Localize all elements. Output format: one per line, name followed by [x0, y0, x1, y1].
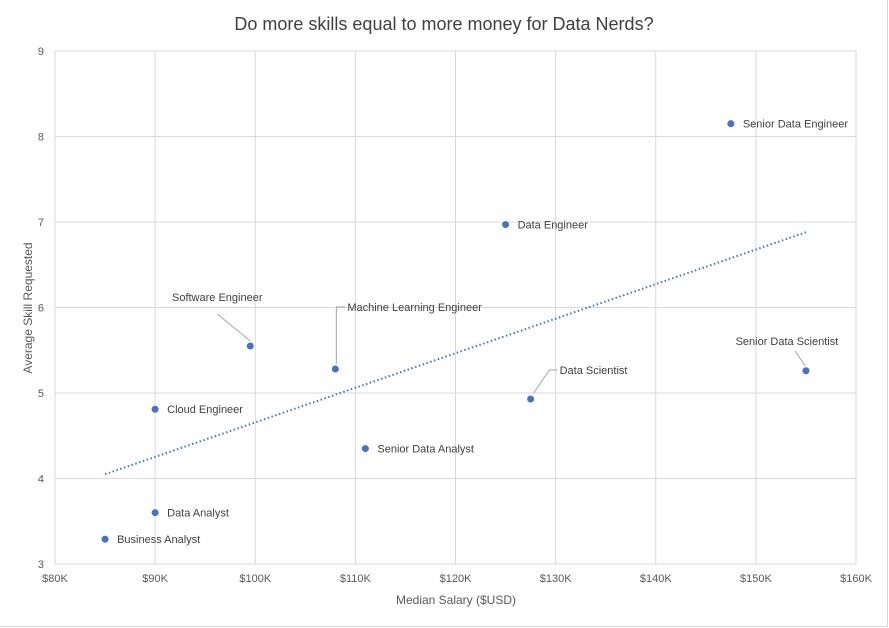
data-points	[101, 120, 810, 543]
data-label: Senior Data Analyst	[377, 444, 474, 456]
data-label: Senior Data Scientist	[736, 336, 839, 348]
leader-line	[335, 306, 346, 365]
x-tick-label: $110K	[340, 573, 372, 585]
x-tick-label: $150K	[740, 573, 772, 585]
data-point	[527, 395, 535, 403]
leader-line	[533, 369, 558, 394]
x-tick-label: $130K	[540, 573, 572, 585]
data-label: Data Scientist	[560, 365, 628, 377]
x-tick-label: $160K	[840, 573, 872, 585]
y-tick-label: 7	[38, 217, 44, 229]
x-tick-label: $90K	[142, 573, 168, 585]
data-labels: Senior Data Engineer Data Engineer Softwar…	[117, 119, 848, 547]
x-tick-label: $140K	[640, 573, 672, 585]
x-tick-label: $120K	[440, 573, 472, 585]
data-label: Software Engineer	[172, 292, 263, 304]
y-tick-label: 5	[38, 388, 44, 400]
data-point	[151, 509, 159, 517]
data-point	[246, 342, 254, 350]
y-tick-label: 9	[38, 46, 44, 58]
data-point	[361, 445, 369, 453]
y-tick-label: 3	[38, 559, 44, 571]
data-label: Machine Learning Engineer	[347, 302, 482, 314]
leader-line	[216, 313, 251, 342]
data-label: Senior Data Engineer	[743, 119, 849, 131]
chart-title: Do more skills equal to more money for D…	[234, 14, 653, 34]
data-label: Data Analyst	[167, 508, 229, 520]
data-point	[802, 367, 810, 375]
x-axis-title: Median Salary ($USD)	[396, 593, 516, 607]
data-point	[502, 221, 510, 229]
data-label: Business Analyst	[117, 534, 200, 546]
leader-line	[794, 350, 806, 367]
data-point	[331, 365, 339, 373]
y-tick-label: 6	[38, 303, 44, 315]
leader-lines	[216, 306, 806, 394]
x-tick-label: $100K	[239, 573, 271, 585]
data-point	[727, 120, 735, 128]
y-tick-label: 4	[38, 474, 44, 486]
y-axis-title: Average Skill Requested	[21, 242, 35, 373]
plot-area	[54, 50, 857, 565]
data-label: Cloud Engineer	[167, 404, 243, 416]
axis-ticks: $80K $90K $100K $110K $120K $130K $140K $150K $1…	[38, 46, 873, 585]
y-tick-label: 8	[38, 132, 44, 144]
x-tick-label: $80K	[42, 573, 68, 585]
data-point	[151, 405, 159, 413]
data-label: Data Engineer	[518, 220, 589, 232]
data-point	[101, 535, 109, 543]
